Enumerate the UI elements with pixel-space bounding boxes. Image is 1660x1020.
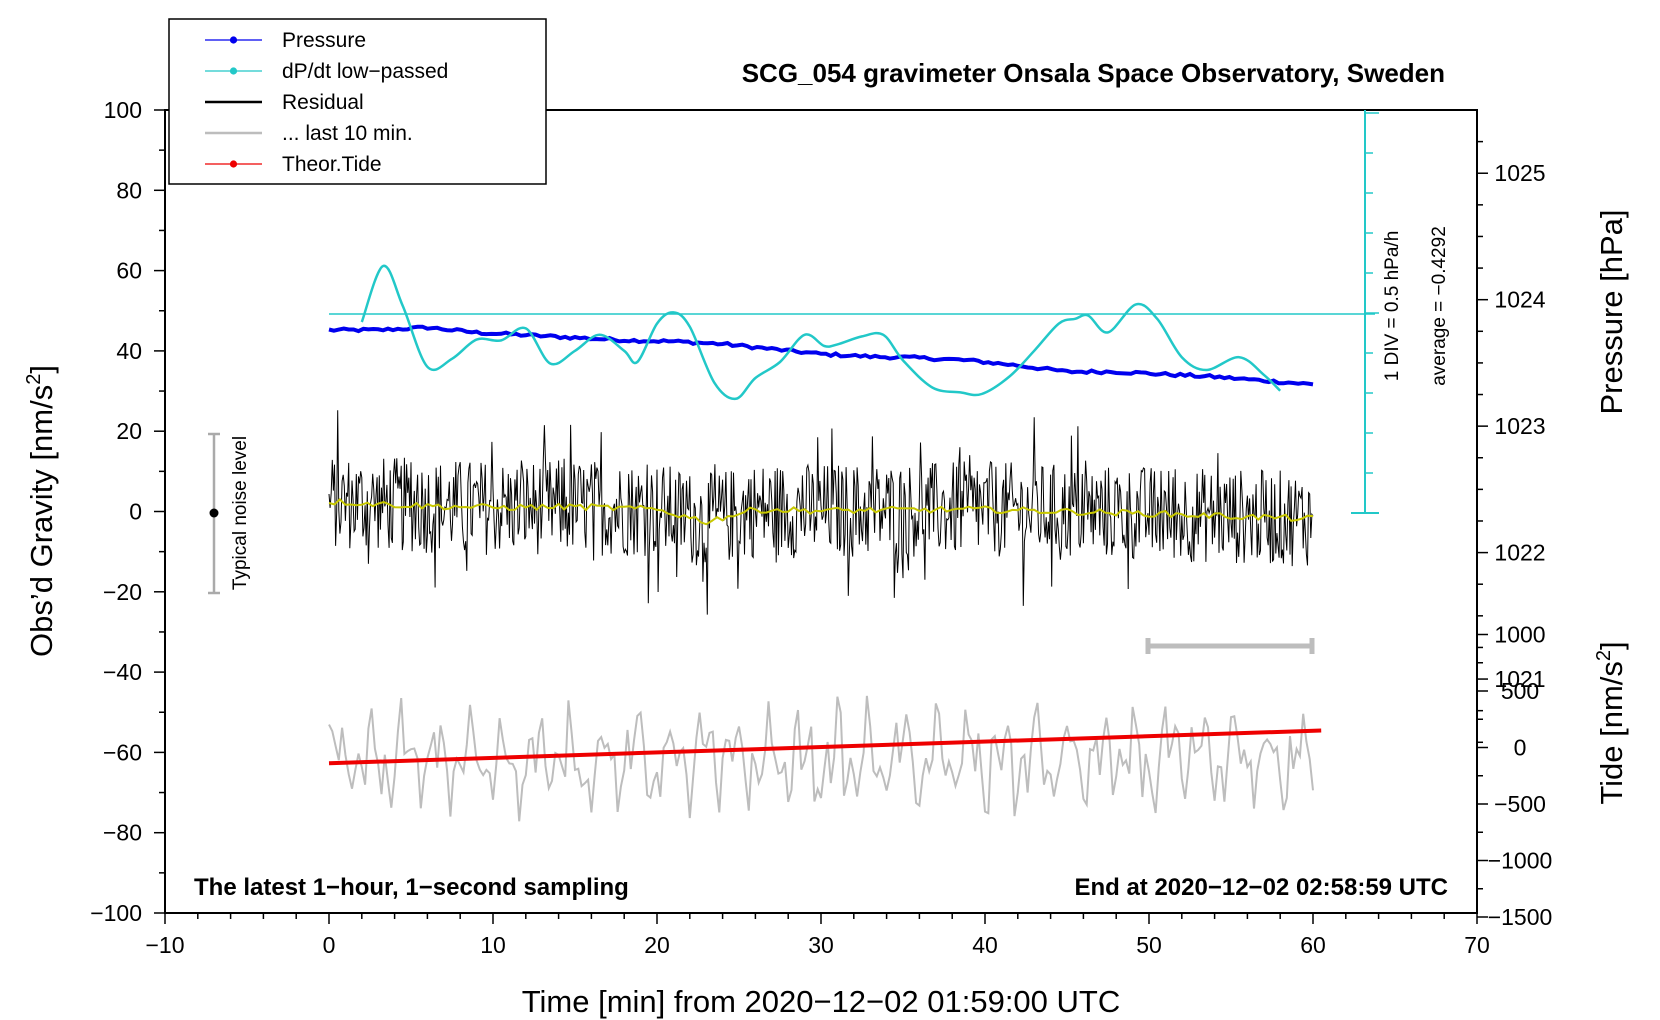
x-tick-label: 30 bbox=[808, 932, 834, 958]
x-tick-label: 20 bbox=[644, 932, 670, 958]
noise-label: Typical noise level bbox=[230, 436, 251, 590]
tide-tick-label: −1000 bbox=[1488, 848, 1553, 874]
chart-title: SCG_054 gravimeter Onsala Space Observat… bbox=[742, 58, 1445, 88]
tide-tick-label: 500 bbox=[1501, 678, 1539, 704]
y-tick-label: −80 bbox=[103, 820, 142, 846]
pressure-tick-label: 1024 bbox=[1494, 287, 1545, 313]
note-left: The latest 1−hour, 1−second sampling bbox=[194, 874, 629, 901]
y-tick-label: −60 bbox=[103, 739, 142, 765]
legend-label: ... last 10 min. bbox=[282, 122, 413, 145]
y-axis-left-title: Obs’d Gravity [nm/s2] bbox=[23, 365, 59, 657]
pressure-tick-label: 1022 bbox=[1494, 540, 1545, 566]
dpdt-average-label: average = −0.4292 bbox=[1429, 226, 1450, 386]
noise-indicator bbox=[208, 432, 220, 595]
pressure-tick-label: 1023 bbox=[1494, 413, 1545, 439]
y-axis-left: 100 80 60 40 20 0 −20 −40 −60 −80 −100 bbox=[90, 97, 165, 926]
legend-label: Theor.Tide bbox=[282, 153, 382, 176]
dpdt-scale-label: 1 DIV = 0.5 hPa/h bbox=[1382, 231, 1403, 382]
x-tick-label: −10 bbox=[145, 932, 184, 958]
note-right: End at 2020−12−02 02:58:59 UTC bbox=[1074, 874, 1448, 901]
x-tick-label: 40 bbox=[972, 932, 998, 958]
residual-smoothed-line bbox=[328, 498, 1314, 526]
pressure-tick-label: 1021 bbox=[1494, 666, 1545, 692]
dpdt-line bbox=[360, 264, 1282, 401]
y-tick-label: 40 bbox=[116, 338, 142, 364]
x-tick-label: 60 bbox=[1300, 932, 1326, 958]
x-axis: −10 0 10 20 30 40 50 60 70 bbox=[145, 913, 1490, 958]
x-tick-label: 0 bbox=[323, 932, 336, 958]
residual-line bbox=[328, 410, 1314, 615]
y-tick-label: −100 bbox=[90, 900, 142, 926]
last10-line bbox=[328, 695, 1314, 822]
tide-axis-title: Tide [nm/s2] bbox=[1593, 641, 1629, 804]
x-axis-title: Time [min] from 2020−12−02 01:59:00 UTC bbox=[522, 984, 1121, 1019]
x-tick-label: 50 bbox=[1136, 932, 1162, 958]
legend-marker bbox=[229, 160, 238, 168]
tide-tick-label: 1000 bbox=[1494, 622, 1545, 648]
y-tick-label: 80 bbox=[116, 177, 142, 203]
tide-tick-label: −1500 bbox=[1488, 904, 1553, 930]
legend-label: Residual bbox=[282, 91, 364, 114]
legend-label: Pressure bbox=[282, 29, 366, 52]
legend: Pressure dP/dt low−passed Residual ... last… bbox=[168, 18, 547, 185]
y-tick-label: 20 bbox=[116, 418, 142, 444]
y-tick-label: 0 bbox=[129, 499, 142, 525]
y-tick-label: −20 bbox=[103, 579, 142, 605]
tide-line bbox=[328, 728, 1322, 766]
y-tick-label: 100 bbox=[104, 97, 142, 123]
last10-range-bar bbox=[1145, 638, 1315, 654]
x-tick-label: 10 bbox=[480, 932, 506, 958]
y-tick-label: 60 bbox=[116, 258, 142, 284]
pressure-line bbox=[328, 324, 1314, 387]
tide-axis: 1000 500 0 −500 −1000 −1500 bbox=[1477, 622, 1553, 930]
dpdt-axis bbox=[329, 110, 1379, 514]
legend-marker bbox=[229, 36, 238, 44]
tide-tick-label: 0 bbox=[1514, 735, 1527, 761]
pressure-axis-title: Pressure [hPa] bbox=[1594, 209, 1629, 414]
pressure-axis: 1025 1024 1023 1022 1021 bbox=[1476, 110, 1546, 913]
legend-label: dP/dt low−passed bbox=[282, 60, 448, 83]
pressure-tick-label: 1025 bbox=[1494, 160, 1545, 186]
y-tick-label: −40 bbox=[103, 659, 142, 685]
legend-marker bbox=[229, 67, 238, 75]
tide-tick-label: −500 bbox=[1494, 791, 1546, 817]
x-tick-label: 70 bbox=[1464, 932, 1490, 958]
series-group bbox=[328, 264, 1322, 822]
